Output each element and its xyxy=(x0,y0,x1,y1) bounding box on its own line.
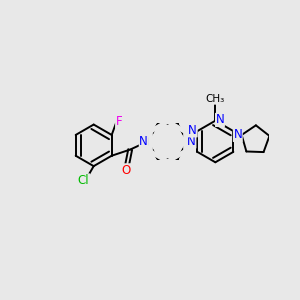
Text: N: N xyxy=(233,128,242,141)
Text: N: N xyxy=(187,135,196,148)
Text: N: N xyxy=(140,135,148,148)
Text: N: N xyxy=(188,124,197,137)
Text: O: O xyxy=(122,164,131,177)
Text: N: N xyxy=(216,113,224,126)
Text: CH₃: CH₃ xyxy=(206,94,225,104)
Text: Cl: Cl xyxy=(78,174,89,187)
Text: F: F xyxy=(116,115,122,128)
